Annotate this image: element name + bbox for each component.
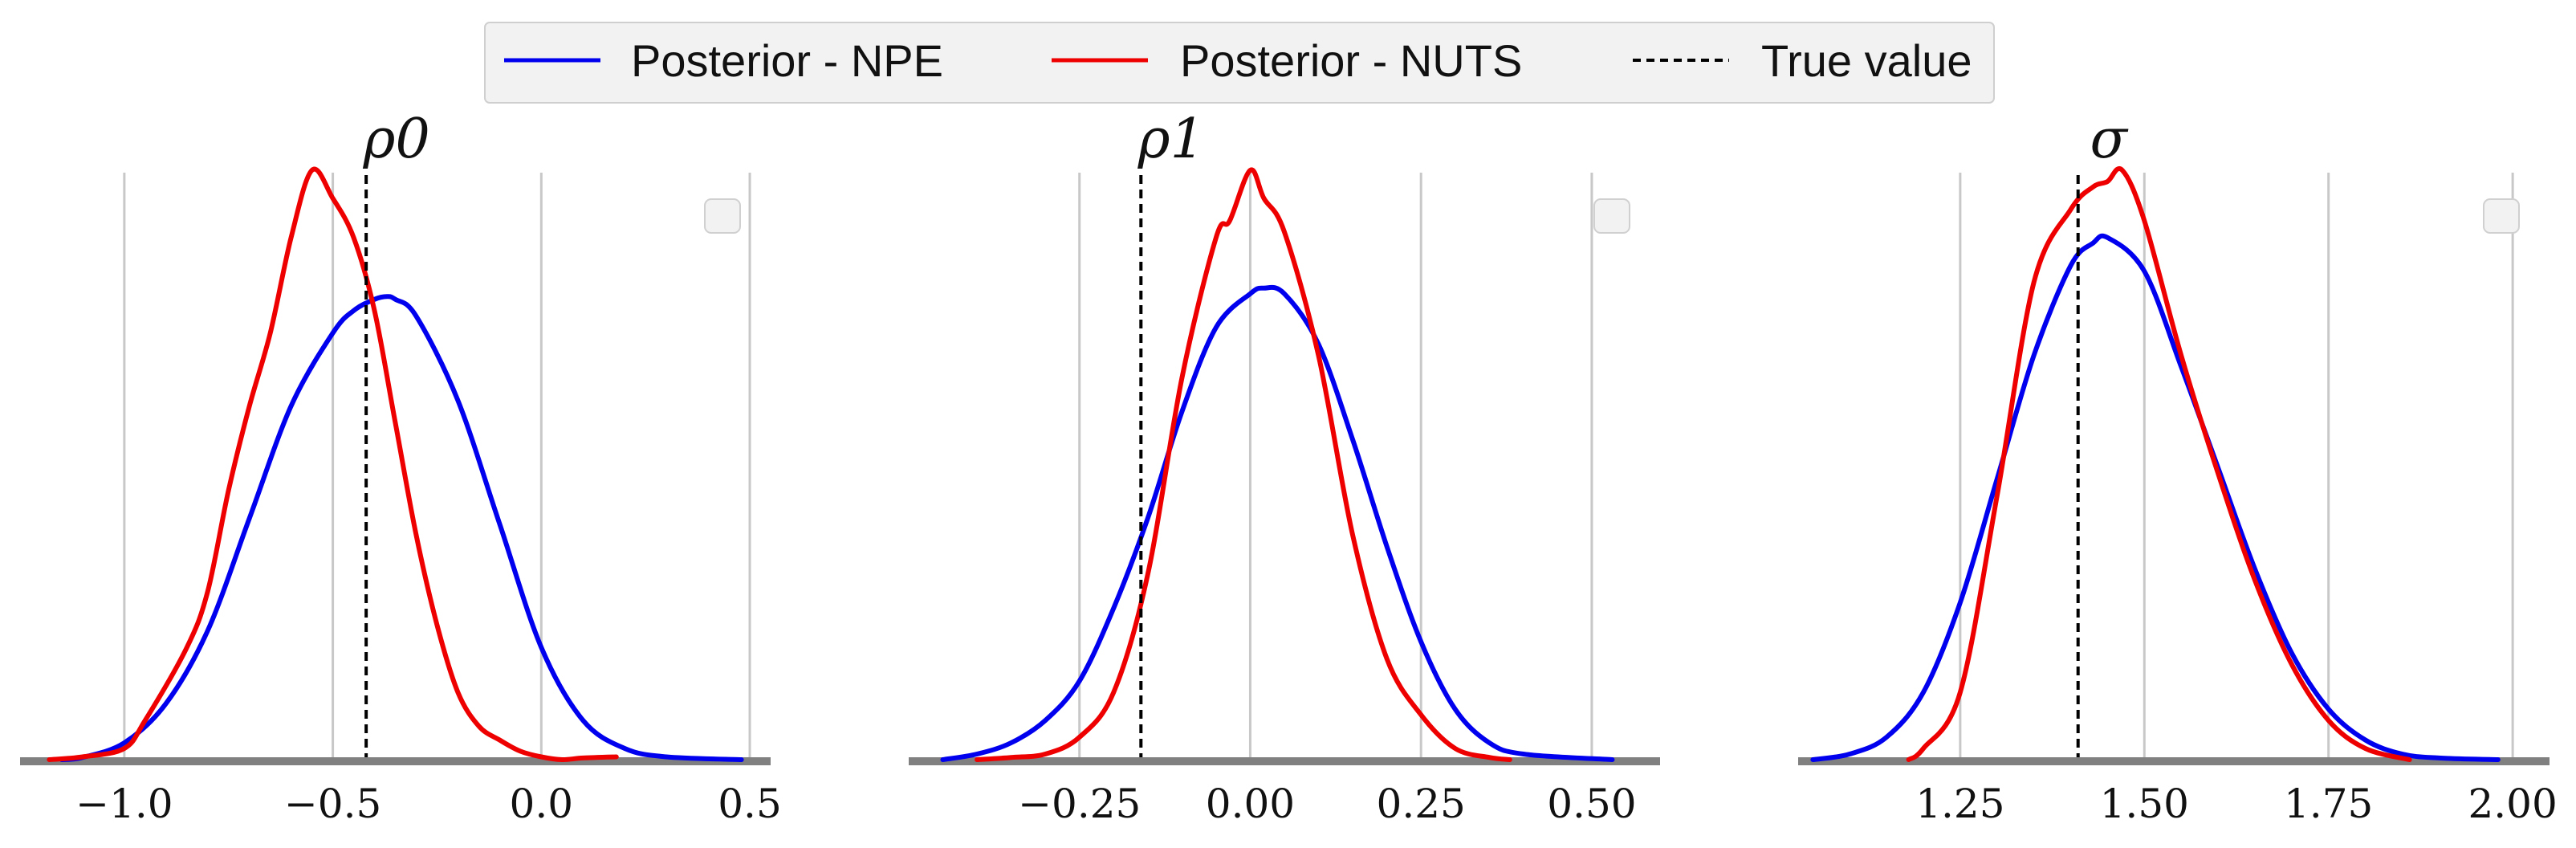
x-tick-label: 1.25 — [1915, 781, 2004, 827]
panel-title: ρ0 — [363, 108, 430, 171]
npe-density-line — [59, 294, 744, 762]
legend-box — [484, 22, 1995, 104]
panel-title: σ — [2090, 108, 2128, 171]
nuts-density-line — [47, 166, 619, 763]
x-tick-label: 0.0 — [510, 781, 574, 827]
nuts-density-line — [1906, 166, 2412, 762]
x-tick-label: 0.00 — [1206, 781, 1295, 827]
x-tick-label: 0.50 — [1547, 781, 1636, 827]
legend-label-nuts: Posterior - NUTS — [1180, 35, 1522, 86]
x-tick-label: 1.75 — [2284, 781, 2373, 827]
npe-density-line — [940, 284, 1615, 762]
x-tick-label: −1.0 — [75, 781, 173, 827]
x-tick-label: 0.25 — [1377, 781, 1466, 827]
panel-rho0: −1.0 −0.5 0.0 0.5 ρ0 — [20, 108, 782, 827]
empty-legend-box — [704, 198, 741, 234]
legend-label-true-value: True value — [1761, 35, 1972, 86]
x-tick-label: 2.00 — [2468, 781, 2557, 827]
panel-sigma: 1.25 1.50 1.75 2.00 σ — [1798, 108, 2558, 827]
empty-legend-box — [2483, 198, 2520, 234]
empty-legend-box — [1593, 198, 1630, 234]
legend-label-npe: Posterior - NPE — [631, 35, 943, 86]
npe-density-line — [1810, 233, 2501, 762]
x-tick-label: −0.25 — [1018, 781, 1141, 827]
x-tick-label: −0.5 — [284, 781, 381, 827]
nuts-density-line — [975, 167, 1512, 762]
panel-rho1: −0.25 0.00 0.25 0.50 ρ1 — [909, 108, 1660, 827]
x-tick-label: 0.5 — [718, 781, 782, 827]
panel-title: ρ1 — [1137, 108, 1205, 171]
legend: Posterior - NPE Posterior - NUTS True va… — [484, 22, 1995, 104]
x-tick-label: 1.50 — [2100, 781, 2189, 827]
